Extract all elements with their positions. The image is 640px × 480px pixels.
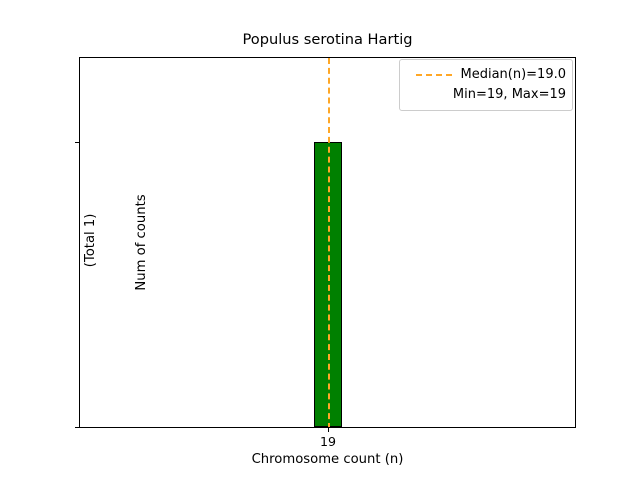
xtick-group: 19 (79, 428, 576, 458)
ytick-mark-0 (75, 427, 79, 428)
xtick-mark-19 (328, 428, 329, 432)
legend-label-median: Median(n)=19.0 (460, 67, 566, 82)
legend-swatch-placeholder (409, 89, 445, 101)
x-axis-label: Chromosome count (n) (251, 452, 404, 467)
median-line (328, 58, 330, 427)
dashed-line-icon (416, 69, 453, 81)
chart-title: Populus serotina Hartig (242, 31, 413, 48)
chart-legend: Median(n)=19.0 Min=19, Max=19 (399, 59, 573, 111)
ytick-mark-1 (75, 142, 79, 143)
legend-label-minmax: Min=19, Max=19 (452, 87, 566, 102)
legend-item-median: Median(n)=19.0 (406, 65, 566, 85)
legend-item-minmax: Min=19, Max=19 (406, 85, 566, 105)
y-axis-label-line2: (Total 1) (83, 213, 98, 272)
y-axis-label-line1: Num of counts (134, 194, 149, 291)
plot-area (79, 57, 576, 428)
y-axis-label: (Total 1) Num of counts (48, 57, 149, 428)
xtick-label-19: 19 (319, 434, 337, 449)
